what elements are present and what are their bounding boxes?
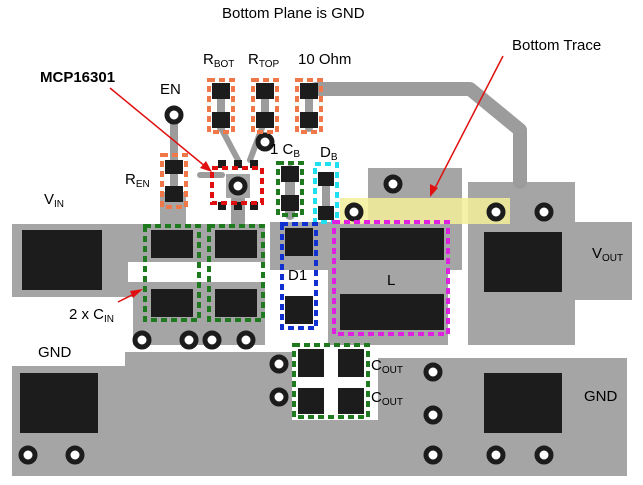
- cout-label-2: COUT: [371, 389, 403, 408]
- large-pads: [20, 230, 562, 433]
- cin-box-1: [143, 224, 201, 322]
- d1-box: [280, 222, 318, 330]
- ren-box: [160, 153, 188, 209]
- rbot-box: [207, 78, 235, 134]
- gnd-right-label: GND: [584, 388, 618, 405]
- vout-label: VOUT: [592, 245, 624, 264]
- rten-box: [295, 78, 323, 134]
- d1-label: D1: [288, 267, 308, 284]
- cin-label: 2 x CIN: [69, 306, 115, 325]
- inductor-label: L: [387, 272, 396, 289]
- rtop-label: RTOP: [248, 51, 280, 70]
- l-box: [332, 220, 450, 336]
- gnd-copper: [12, 352, 627, 476]
- cout-box: [292, 343, 370, 419]
- bottom-trace-highlight: [340, 198, 510, 224]
- page-title: Bottom Plane is GND: [222, 5, 365, 22]
- rtop-box: [251, 78, 279, 134]
- callout-arrows: [109, 55, 504, 303]
- db-box: [313, 162, 339, 224]
- gnd-left-label: GND: [38, 344, 72, 361]
- vin-label: VIN: [44, 191, 65, 210]
- highlight-boxes: [143, 78, 450, 419]
- ohm-label: 10 Ohm: [298, 51, 352, 68]
- rbot-label: RBOT: [203, 51, 235, 70]
- ic-box: [210, 166, 264, 205]
- en-label: EN: [160, 81, 181, 98]
- db-label: DB: [320, 144, 338, 163]
- bottom-trace-label: Bottom Trace: [512, 37, 602, 54]
- ic-label: MCP16301: [40, 69, 116, 86]
- vias: [18, 105, 554, 465]
- cb-label: 1 CB: [270, 141, 301, 160]
- cin-box-2: [207, 224, 265, 322]
- cb-box: [276, 161, 304, 217]
- cout-label-1: COUT: [371, 357, 403, 376]
- ren-label: REN: [125, 171, 150, 190]
